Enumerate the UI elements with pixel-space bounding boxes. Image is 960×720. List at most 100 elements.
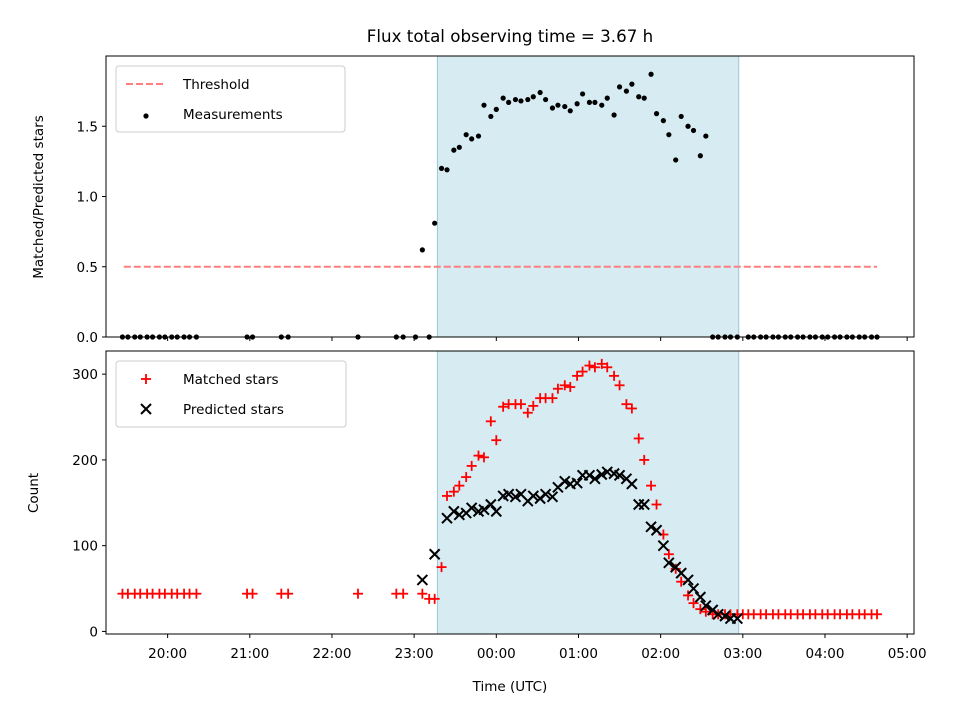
legend-label: Predicted stars — [183, 402, 284, 418]
legend-measurements-swatch — [143, 113, 149, 119]
measurement-point — [636, 94, 642, 100]
predicted-stars-point — [601, 466, 613, 478]
legend-predicted-stars-swatch — [140, 403, 152, 415]
matched-stars-point — [283, 588, 294, 599]
measurement-point — [562, 103, 568, 110]
matched-stars-point — [700, 606, 711, 617]
matched-stars-point — [515, 399, 526, 410]
bottom-y-tick-label: 0 — [89, 624, 98, 640]
predicted-stars-point — [589, 473, 601, 485]
predicted-stars-point — [700, 599, 712, 612]
bottom-legend-box — [115, 360, 347, 428]
matched-stars-point — [639, 454, 650, 465]
matched-stars-point — [626, 403, 637, 414]
measurement-point — [678, 113, 684, 120]
measurement-point — [629, 81, 635, 87]
measurement-point — [616, 84, 623, 90]
measurement-point — [506, 99, 512, 105]
matched-stars-point — [485, 416, 496, 427]
predicted-stars-point — [571, 477, 583, 489]
bottom-x-tick-label: 20:00 — [148, 646, 187, 662]
predicted-stars-point — [731, 612, 744, 625]
bottom-x-tick-label: 00:00 — [477, 646, 516, 662]
measurement-point — [599, 102, 605, 108]
matched-stars-point — [676, 576, 687, 587]
bottom-y-axis-label: Count — [26, 473, 42, 513]
matched-stars-point — [429, 593, 440, 604]
predicted-stars-point — [638, 498, 650, 511]
top-y-tick-label: 1.0 — [77, 190, 98, 206]
bottom-x-tick-label: 01:00 — [559, 646, 598, 662]
matched-stars-point — [352, 588, 363, 599]
top-observing-window — [437, 56, 739, 337]
measurement-point — [579, 91, 586, 97]
measurement-point — [530, 94, 536, 100]
matched-stars-point — [584, 360, 595, 371]
matched-stars-point — [442, 490, 453, 501]
measurement-point — [456, 144, 462, 150]
chart-title: Flux total observing time = 3.67 h — [367, 26, 653, 46]
measurement-point — [419, 247, 425, 253]
predicted-stars-point — [502, 488, 515, 500]
measurement-point — [690, 127, 697, 134]
measurement-point — [463, 132, 469, 138]
matched-stars-point — [498, 401, 509, 412]
measurement-point — [537, 89, 543, 96]
bottom-legend: Matched stars Predicted stars — [115, 360, 347, 428]
predicted-stars-point — [428, 548, 441, 560]
legend-matched-stars-swatch — [141, 374, 151, 384]
measurement-point — [438, 165, 445, 171]
measurement-point — [500, 95, 506, 101]
matched-stars-point — [646, 480, 657, 491]
matched-stars-point — [559, 380, 570, 391]
matched-stars-point — [572, 370, 583, 381]
matched-stars-point — [683, 590, 694, 601]
top-panel: 0.0 0.5 1.0 1.5 Threshold Measurements Match… — [31, 55, 915, 346]
predicted-stars-point — [645, 521, 657, 533]
matched-stars-point — [621, 399, 632, 410]
measurement-point — [648, 71, 654, 77]
measurement-point — [623, 88, 630, 94]
bottom-y-tick-label: 300 — [72, 367, 98, 383]
matched-stars-point — [448, 486, 459, 497]
predicted-stars-point — [694, 591, 707, 603]
measurement-point — [574, 101, 580, 107]
matched-stars-point — [614, 380, 625, 391]
measurement-point — [451, 147, 457, 153]
top-legend: Threshold Measurements — [115, 65, 346, 133]
legend-label: Measurements — [183, 107, 283, 123]
measurement-point — [555, 102, 561, 108]
legend-label: Matched stars — [183, 372, 279, 388]
predicted-stars-point — [687, 582, 700, 595]
matched-stars-point — [522, 407, 533, 418]
matched-stars-point — [417, 588, 428, 599]
measurement-point — [518, 98, 524, 104]
predicted-stars-point — [613, 469, 626, 482]
measurement-point — [703, 133, 709, 139]
predicted-stars-point — [453, 509, 466, 521]
predicted-stars-point — [465, 502, 478, 514]
measurement-point — [604, 95, 610, 101]
measurement-point — [525, 96, 531, 103]
measurement-point — [444, 167, 450, 173]
matched-stars-point — [872, 609, 883, 620]
predicted-stars-point — [416, 574, 429, 586]
measurement-point — [592, 99, 598, 105]
measurement-point — [567, 108, 573, 114]
top-y-tick-label: 0.0 — [77, 330, 98, 346]
bottom-x-tick-label: 02:00 — [641, 646, 680, 662]
measurement-point — [586, 99, 593, 105]
matched-stars-point — [565, 382, 576, 393]
matched-stars-point — [596, 358, 607, 369]
predicted-stars-point — [626, 478, 638, 490]
predicted-stars-point — [546, 491, 559, 503]
matched-stars-point — [247, 588, 258, 599]
predicted-stars-point — [712, 608, 724, 620]
top-y-axis-label: Matched/Predicted stars — [31, 115, 47, 278]
bottom-axes-frame — [105, 350, 915, 635]
matched-stars-point — [461, 472, 472, 483]
bottom-x-tick-label: 03:00 — [723, 646, 762, 662]
x-axis-label: Time (UTC) — [472, 679, 548, 695]
bottom-x-tick-label: 22:00 — [313, 646, 352, 662]
predicted-stars-point — [478, 503, 490, 516]
